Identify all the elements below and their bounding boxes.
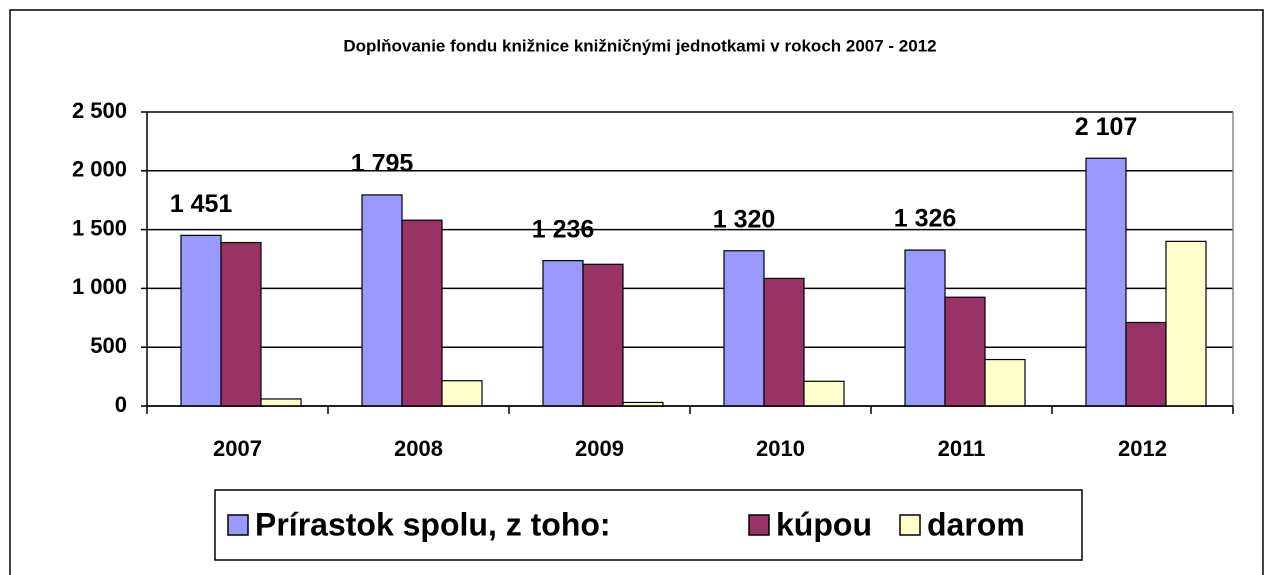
bar	[361, 194, 403, 407]
bar	[944, 296, 986, 407]
x-tick-label: 2011	[938, 436, 986, 461]
bar	[542, 260, 584, 407]
y-tick-label: 2 000	[72, 157, 127, 182]
legend-label: darom	[927, 506, 1025, 542]
bar	[260, 398, 302, 407]
data-label: 1 795	[351, 150, 414, 178]
y-tick-label: 1 500	[72, 215, 127, 240]
chart-title: Doplňovanie fondu knižnice knižničnými j…	[343, 36, 936, 55]
legend-box	[214, 489, 1083, 561]
data-label: 1 451	[170, 190, 233, 218]
bar	[220, 241, 262, 407]
bar	[803, 380, 845, 407]
y-tick-label: 0	[115, 392, 127, 417]
x-tick-label: 2012	[1118, 436, 1167, 461]
bar	[180, 234, 222, 407]
x-tick-label: 2010	[756, 436, 805, 461]
data-label: 2 107	[1075, 113, 1138, 141]
bar	[984, 358, 1026, 407]
legend-swatch	[748, 514, 770, 536]
legend-swatch	[899, 514, 921, 536]
x-tick-label: 2009	[575, 436, 624, 461]
data-label: 1 320	[713, 205, 776, 233]
x-tick-label: 2007	[213, 436, 262, 461]
bar	[1085, 157, 1127, 407]
bar	[763, 277, 805, 407]
legend-label: Prírastok spolu, z toho:	[255, 506, 611, 542]
y-tick-label: 500	[90, 333, 127, 358]
bar	[723, 250, 765, 407]
bar	[401, 219, 443, 407]
x-tick-label: 2008	[394, 436, 443, 461]
legend-label: kúpou	[776, 506, 872, 542]
data-label: 1 326	[894, 205, 957, 233]
legend-swatch	[227, 514, 249, 536]
bar	[904, 249, 946, 407]
bar	[441, 380, 483, 407]
bar	[1125, 321, 1167, 407]
data-label: 1 236	[532, 215, 595, 243]
y-tick-label: 1 000	[72, 274, 127, 299]
bar	[1165, 240, 1207, 407]
bar	[582, 263, 624, 407]
y-tick-label: 2 500	[72, 98, 127, 123]
